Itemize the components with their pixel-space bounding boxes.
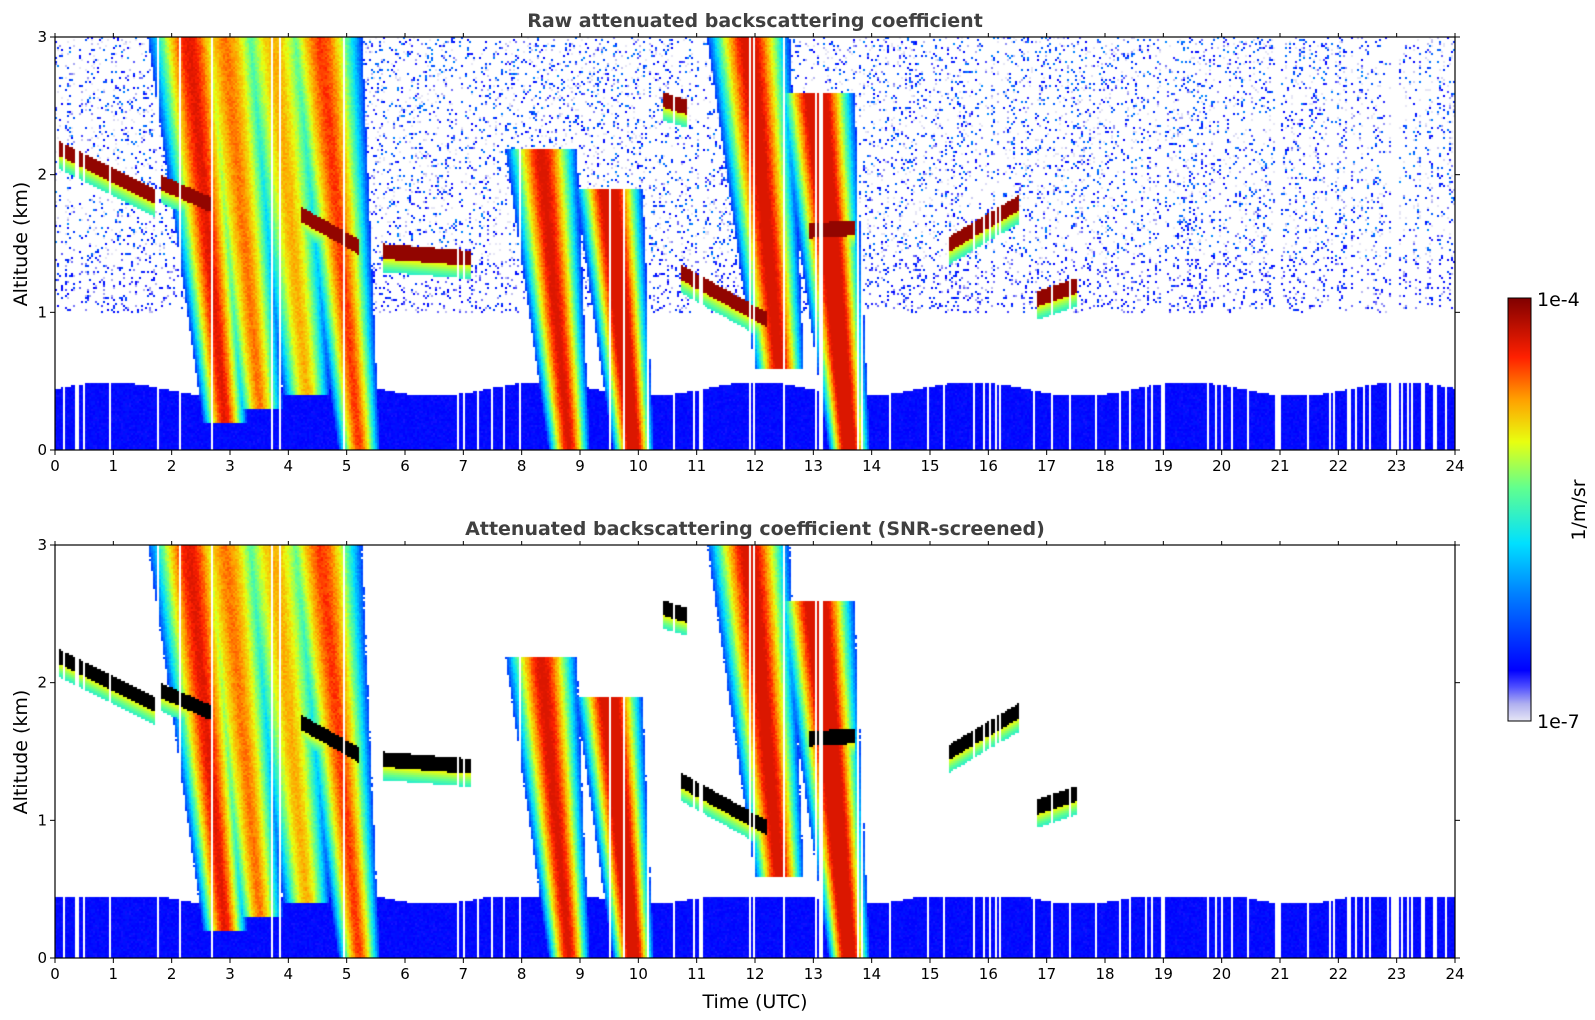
panel-screened-x-tick-label: 16 — [979, 965, 998, 983]
panel-raw-x-tick-label: 17 — [1037, 457, 1056, 475]
colorbar-max-label: 1e-4 — [1537, 289, 1580, 311]
panel-screened-x-tick-label: 5 — [342, 965, 352, 983]
panel-raw-x-tick-label: 5 — [342, 457, 352, 475]
panel-screened-ylabel: Altitude (km) — [10, 690, 32, 815]
panel-screened-x-tick-label: 3 — [225, 965, 235, 983]
panel-raw-x-tick-label: 12 — [745, 457, 764, 475]
x-axis-label: Time (UTC) — [701, 991, 807, 1013]
panel-raw-x-tick-label: 2 — [167, 457, 177, 475]
panel-screened-y-ticks: 0 1 2 3 — [37, 536, 1460, 967]
panel-screened-x-tick-label: 10 — [629, 965, 648, 983]
panel-raw-x-tick-label: 6 — [400, 457, 410, 475]
panel-screened-heatmap — [55, 545, 1455, 958]
panel-raw-x-tick-label: 7 — [459, 457, 469, 475]
panel-raw-x-tick-label: 3 — [225, 457, 235, 475]
panel-raw-x-tick-label: 20 — [1212, 457, 1231, 475]
panel-screened-x-tick-label: 19 — [1154, 965, 1173, 983]
panel-screened-x-tick-label: 18 — [1095, 965, 1114, 983]
panel-screened-x-tick-label: 23 — [1387, 965, 1406, 983]
panel-raw-x-tick-label: 0 — [50, 457, 60, 475]
panel-screened-x-tick-label: 21 — [1270, 965, 1289, 983]
panel-screened-x-tick-label: 4 — [284, 965, 294, 983]
panel-raw-y-tick-label: 2 — [37, 166, 47, 184]
panel-screened: Attenuated backscattering coefficient (S… — [10, 518, 1465, 1013]
panel-screened-x-tick-label: 7 — [459, 965, 469, 983]
panel-screened-x-tick-label: 24 — [1445, 965, 1464, 983]
panel-raw-x-tick-label: 4 — [284, 457, 294, 475]
panel-raw-heatmap-host — [55, 37, 1455, 450]
colorbar-unit-label: 1/m/sr — [1568, 479, 1590, 540]
panel-screened-y-tick-label: 1 — [37, 811, 47, 829]
panel-raw-y-tick-label: 3 — [37, 28, 47, 46]
panel-raw-x-tick-label: 16 — [979, 457, 998, 475]
panel-raw-y-ticks: 0 1 2 3 — [37, 28, 1460, 459]
colorbar-min-label: 1e-7 — [1537, 711, 1580, 733]
panel-raw-x-ticks: 0 1 2 3 4 5 6 7 8 9 10 11 12 13 14 15 16 17 18 19 20 21 22 23 24 — [50, 33, 1465, 475]
panel-screened-y-tick-label: 2 — [37, 674, 47, 692]
panel-screened-x-tick-label: 6 — [400, 965, 410, 983]
panel-raw-x-tick-label: 23 — [1387, 457, 1406, 475]
panel-raw-title: Raw attenuated backscattering coefficien… — [527, 10, 983, 32]
panel-screened-y-tick-label: 3 — [37, 536, 47, 554]
panel-screened-y-tick-label: 0 — [37, 949, 47, 967]
panel-screened-heatmap-host — [55, 545, 1455, 958]
panel-raw-x-tick-label: 14 — [862, 457, 881, 475]
panel-raw-x-tick-label: 22 — [1329, 457, 1348, 475]
panel-screened-x-tick-label: 14 — [862, 965, 881, 983]
panel-screened-x-tick-label: 20 — [1212, 965, 1231, 983]
panel-raw-x-tick-label: 1 — [109, 457, 119, 475]
panel-screened-x-tick-label: 8 — [517, 965, 527, 983]
panel-raw-y-tick-label: 0 — [37, 441, 47, 459]
panel-raw: Raw attenuated backscattering coefficien… — [10, 10, 1465, 475]
panel-raw-heatmap — [55, 37, 1455, 450]
panel-screened-x-tick-label: 0 — [50, 965, 60, 983]
panel-screened-x-tick-label: 1 — [109, 965, 119, 983]
panel-screened-x-tick-label: 2 — [167, 965, 177, 983]
panel-raw-x-tick-label: 15 — [920, 457, 939, 475]
panel-screened-x-tick-label: 17 — [1037, 965, 1056, 983]
panel-raw-x-tick-label: 11 — [687, 457, 706, 475]
panel-screened-title: Attenuated backscattering coefficient (S… — [465, 518, 1045, 540]
panel-raw-x-tick-label: 21 — [1270, 457, 1289, 475]
panel-raw-x-tick-label: 18 — [1095, 457, 1114, 475]
panel-raw-x-tick-label: 8 — [517, 457, 527, 475]
panel-screened-x-tick-label: 11 — [687, 965, 706, 983]
panel-raw-x-tick-label: 13 — [804, 457, 823, 475]
panel-raw-ylabel: Altitude (km) — [10, 182, 32, 307]
panel-screened-x-tick-label: 13 — [804, 965, 823, 983]
panel-screened-x-tick-label: 15 — [920, 965, 939, 983]
panel-screened-x-tick-label: 9 — [575, 965, 585, 983]
colorbar: 1e-4 1e-7 1/m/sr — [1507, 289, 1590, 733]
panel-raw-y-tick-label: 1 — [37, 303, 47, 321]
panel-raw-x-tick-label: 24 — [1445, 457, 1464, 475]
panel-raw-x-tick-label: 10 — [629, 457, 648, 475]
panel-raw-x-tick-label: 19 — [1154, 457, 1173, 475]
colorbar-gradient — [1507, 297, 1532, 722]
panel-screened-x-tick-label: 12 — [745, 965, 764, 983]
panel-raw-x-tick-label: 9 — [575, 457, 585, 475]
panel-screened-x-tick-label: 22 — [1329, 965, 1348, 983]
panel-screened-x-ticks: 0 1 2 3 4 5 6 7 8 9 10 11 12 13 14 15 16 17 18 19 20 21 22 23 24 — [50, 541, 1465, 983]
